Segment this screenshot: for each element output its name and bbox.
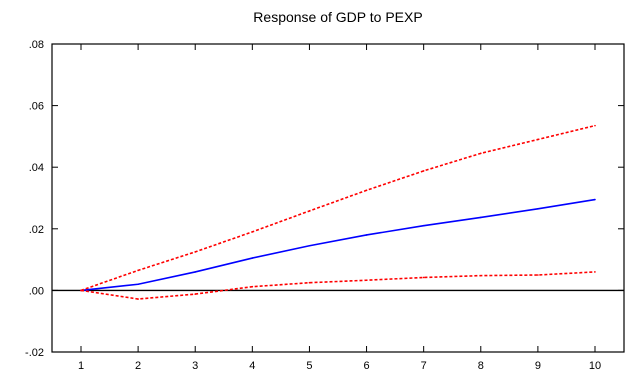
confidence-band-point: [194, 293, 197, 295]
confidence-band-point: [537, 274, 539, 276]
response-point: [594, 198, 596, 201]
response-point: [537, 207, 539, 210]
confidence-band-point: [365, 189, 368, 192]
y-tick-label: .08: [29, 39, 44, 51]
x-tick-label: 8: [478, 360, 484, 372]
chart-title: Response of GDP to PEXP: [253, 9, 422, 25]
response-point: [194, 271, 197, 273]
x-tick-label: 1: [78, 360, 84, 372]
x-tick-label: 2: [135, 360, 141, 372]
confidence-band-point: [479, 274, 482, 277]
response-point: [422, 224, 425, 227]
confidence-band-point: [194, 251, 197, 253]
x-tick-label: 5: [306, 360, 312, 372]
confidence-band-point: [422, 276, 425, 279]
confidence-band-line: [80, 271, 596, 300]
x-tick-label: 4: [249, 360, 255, 372]
confidence-band-point: [80, 289, 82, 292]
response-point: [479, 216, 482, 219]
confidence-band-point: [308, 281, 311, 284]
response-line: [80, 198, 596, 292]
y-tick-label: .00: [29, 285, 44, 297]
confidence-band-point: [422, 170, 425, 172]
confidence-band-point: [251, 231, 254, 233]
confidence-band-point: [479, 152, 482, 155]
response-point: [308, 244, 311, 247]
x-tick-label: 7: [421, 360, 427, 372]
y-tick-label: .06: [29, 101, 44, 113]
x-tick-label: 10: [589, 360, 601, 372]
confidence-band-point: [594, 124, 596, 127]
confidence-band-point: [537, 138, 539, 141]
x-tick-label: 6: [363, 360, 369, 372]
x-tick-label: 3: [192, 360, 198, 372]
response-point: [365, 234, 368, 236]
confidence-band-point: [137, 298, 139, 300]
y-tick-label: .02: [29, 224, 44, 236]
confidence-band-point: [308, 210, 311, 212]
response-point: [251, 257, 254, 259]
x-tick-label: 9: [535, 360, 541, 372]
confidence-band-point: [251, 285, 254, 288]
plot-frame: [51, 43, 625, 353]
confidence-band-point: [137, 269, 139, 272]
confidence-band-point: [594, 271, 596, 273]
confidence-band-point: [365, 279, 368, 282]
confidence-band-line: [80, 124, 596, 292]
y-tick-label: -.02: [25, 347, 44, 359]
y-tick-label: .04: [29, 162, 44, 174]
response-point: [137, 283, 139, 286]
plot-area: .08 .06 .04 .02 .00 -.02 1 2 3 4 5 6 7 8 9 10: [25, 39, 625, 372]
